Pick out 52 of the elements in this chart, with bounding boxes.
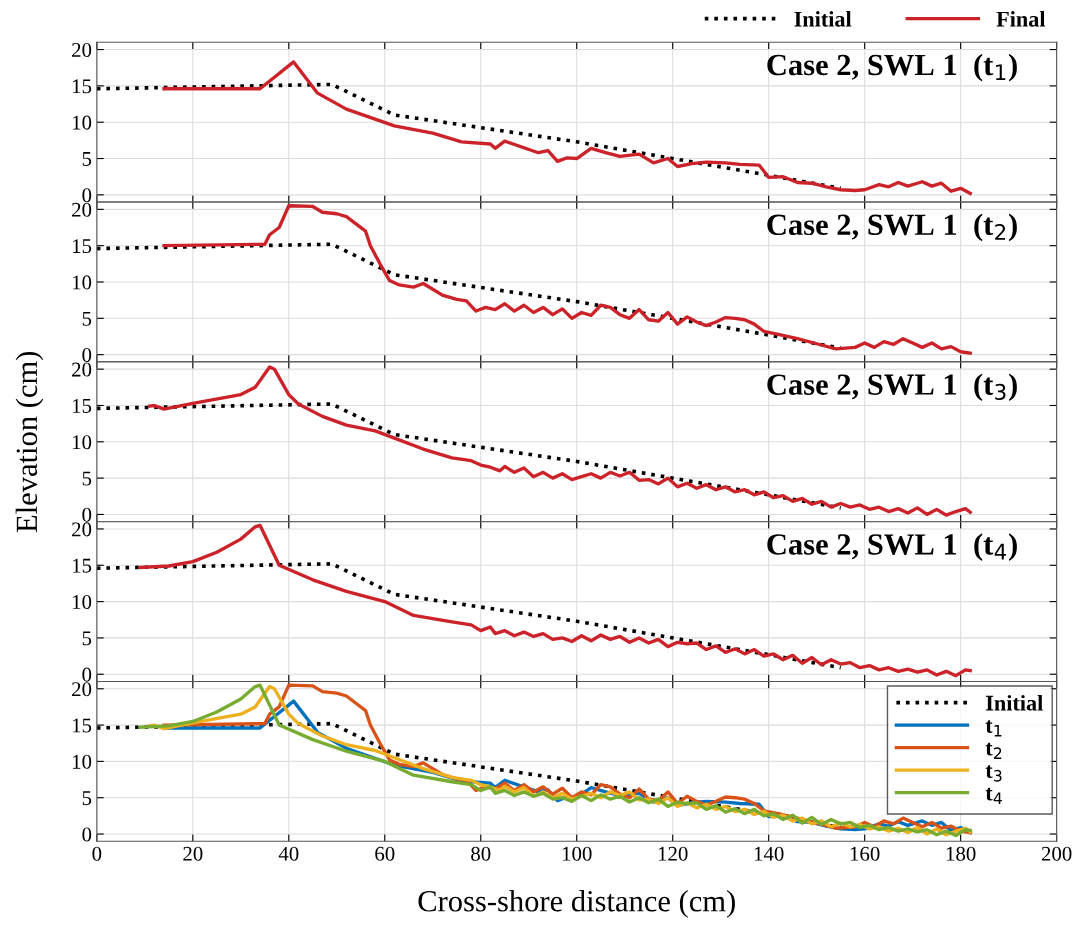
line-series (147, 365, 972, 517)
x-axis-title: Cross-shore distance (cm) (418, 890, 735, 918)
legend-label: Initial (986, 694, 1043, 711)
y-tick-label: 0 (82, 348, 92, 363)
y-tick-label: 20 (72, 362, 92, 377)
annotation: Case 2, SWL 1 (t$_{2}$) (767, 213, 1017, 242)
y-tick-label: 15 (72, 239, 92, 254)
y-tick-label: 10 (72, 435, 92, 450)
y-tick-label: 10 (72, 594, 92, 610)
y-tick-label: 5 (82, 631, 92, 646)
x-tick-label: 40 (278, 846, 299, 861)
y-tick-label: 5 (82, 791, 92, 806)
y-tick-label: 20 (72, 202, 92, 217)
y-tick-label: 15 (72, 398, 92, 413)
annotation: Case 2, SWL 1 (t$_{4}$) (767, 533, 1017, 561)
y-tick-label: 5 (82, 311, 92, 326)
y-tick-label: 20 (72, 682, 92, 697)
y-tick-label: 20 (72, 522, 92, 537)
line-series (162, 204, 972, 355)
x-tick-label: 20 (183, 846, 203, 861)
annotation: Case 2, SWL 1 (t$_{1}$) (767, 53, 1017, 82)
x-tick-label: 140 (754, 846, 784, 861)
y-tick-label: 0 (82, 507, 92, 522)
x-tick-label: 0 (92, 846, 102, 861)
y-tick-label: 5 (82, 471, 92, 486)
y-tick-label: 15 (72, 718, 92, 733)
legend-label: t$_{2}$ (985, 742, 1002, 759)
y-tick-label: 10 (72, 754, 92, 769)
x-tick-label: 180 (946, 846, 976, 861)
x-tick-label: 160 (850, 846, 880, 861)
y-tick-label: 0 (82, 827, 92, 842)
x-tick-label: 80 (471, 846, 491, 861)
y-tick-label: 10 (72, 115, 92, 130)
annotation: Case 2, SWL 1 (t$_{3}$) (767, 373, 1017, 402)
y-tick-label: 5 (82, 152, 92, 166)
y-tick-label: 0 (82, 188, 92, 203)
x-tick-label: 60 (375, 846, 395, 861)
y-tick-label: 10 (72, 275, 92, 290)
x-tick-label: 120 (658, 846, 688, 861)
y-tick-label: 20 (72, 42, 92, 57)
legend-label: t$_{4}$ (985, 787, 1002, 804)
legend-label: t$_{3}$ (985, 765, 1002, 782)
y-tick-label: 15 (72, 558, 92, 573)
y-tick-label: 15 (72, 79, 92, 94)
x-tick-label: 200 (1041, 846, 1072, 861)
x-tick-label: 100 (562, 846, 592, 861)
line-series (138, 523, 972, 678)
legend-label: Initial (794, 11, 852, 27)
y-axis-title: Elevation (cm) (15, 351, 44, 533)
legend-label: Final (996, 11, 1046, 27)
legend-label: t$_{1}$ (985, 720, 1002, 737)
y-tick-label: 0 (82, 667, 92, 682)
